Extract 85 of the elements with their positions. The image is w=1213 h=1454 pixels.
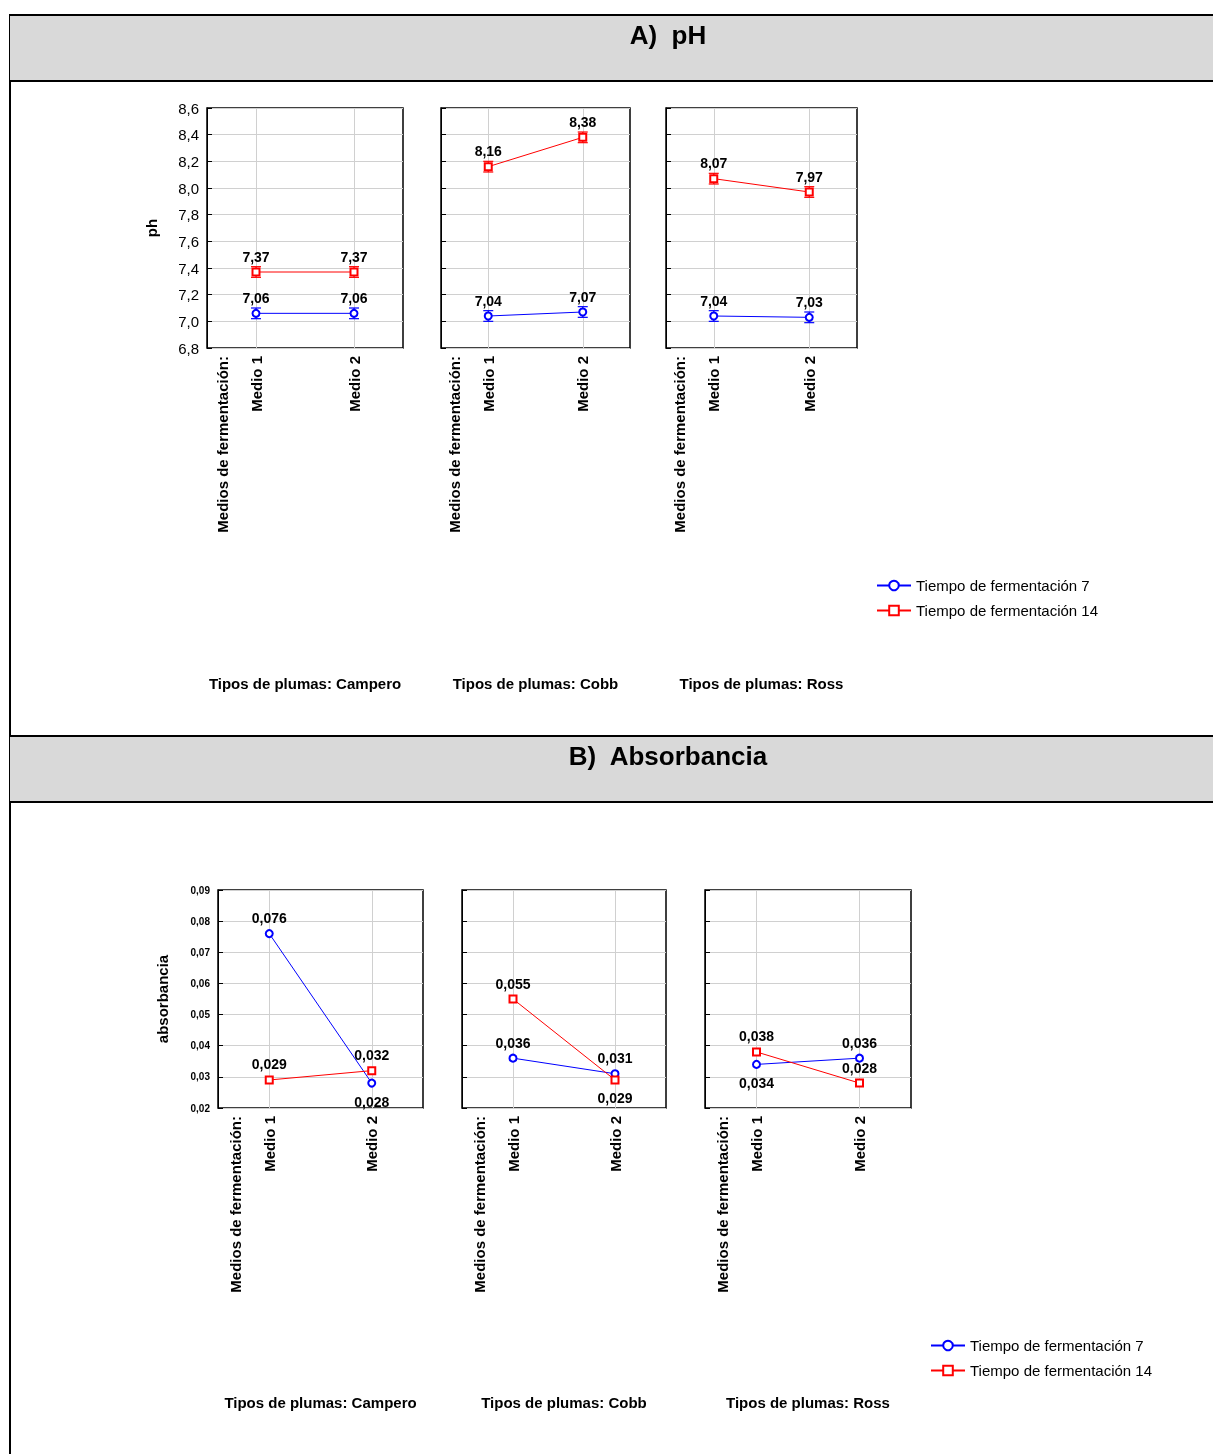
data-label: 8,38 (569, 113, 597, 130)
legend-label: Tiempo de fermentación 14 (916, 602, 1099, 619)
point (855, 1078, 864, 1088)
x-tick-label: Medio 1 (479, 356, 497, 412)
text: Medios de fermentación: (470, 1116, 488, 1293)
y-tick-label: 7,4 (178, 259, 199, 277)
x-tick-label: Medio 1 (748, 1116, 765, 1172)
text: Tipos de plumas: Campero (224, 1393, 417, 1411)
y-tick-label: 0,08 (190, 915, 211, 927)
data-label: 7,03 (795, 293, 824, 310)
x-tick-label: Medio 2 (606, 1116, 624, 1172)
data-label: 0,028 (841, 1059, 878, 1076)
y-tick-label: 8,2 (178, 152, 199, 170)
x-tick-label: Medio 2 (851, 1116, 868, 1172)
point (367, 1066, 377, 1076)
x-tick-label: Medio 1 (260, 1116, 278, 1172)
data-label: 7,06 (340, 289, 368, 306)
y-axis-title: absorbancia (154, 954, 171, 1044)
point (367, 1078, 377, 1088)
x-tick-label: Medio 1 (705, 356, 723, 412)
y-tick-label: 0,06 (190, 977, 211, 989)
data-label: 0,055 (495, 975, 531, 992)
y-tick-label: 6,8 (178, 339, 199, 357)
data-label: 8,07 (700, 155, 728, 172)
x-tick-label: Medio 2 (574, 356, 592, 412)
x-tick-label: Medio 1 (504, 1116, 522, 1172)
point (752, 1047, 761, 1057)
x-tick-label: Medio 2 (800, 356, 818, 412)
data-label: 7,07 (569, 288, 597, 305)
data-label: 7,06 (242, 289, 270, 306)
x-tick-label: Medio 2 (345, 356, 363, 412)
y-tick-label: 0,07 (190, 946, 211, 958)
chart-title: B) Absorbancia (568, 741, 768, 772)
x-tick-label: Medio 2 (363, 1116, 381, 1172)
point (855, 1053, 864, 1063)
data-label: 7,37 (242, 248, 270, 265)
point (264, 929, 274, 939)
y-tick-label: 0,09 (190, 884, 211, 896)
data-label: 7,04 (700, 292, 728, 309)
text: Medios de fermentación: (671, 356, 689, 533)
y-tick-label: 7,2 (178, 286, 199, 304)
point (508, 994, 518, 1004)
y-tick-label: 8,6 (178, 99, 199, 117)
x-tick-label: Medio 1 (247, 356, 265, 412)
data-label: 0,028 (354, 1093, 390, 1110)
text: Medios de fermentación: (714, 1116, 731, 1293)
data-label: 8,16 (474, 143, 503, 160)
legend-label: Tiempo de fermentación 7 (970, 1337, 1144, 1354)
point (610, 1075, 620, 1085)
point (264, 1075, 274, 1085)
data-label: 0,038 (738, 1028, 775, 1045)
data-label: 7,97 (795, 168, 824, 185)
text: Tipos de plumas: Ross (726, 1393, 890, 1411)
y-tick-label: 7,0 (178, 312, 199, 330)
text: Medios de fermentación: (213, 356, 231, 533)
y-tick-label: 0,02 (190, 1102, 211, 1114)
y-tick-label: 8,4 (178, 126, 199, 144)
data-label: 0,029 (597, 1090, 633, 1107)
data-label: 0,029 (251, 1056, 287, 1073)
text: Tipos de plumas: Ross (679, 674, 844, 692)
data-label: 0,076 (251, 910, 287, 927)
y-tick-label: 7,6 (178, 232, 199, 250)
data-label: 0,034 (738, 1074, 775, 1091)
y-axis-title: ph (143, 218, 160, 238)
data-label: 7,04 (474, 292, 503, 309)
y-tick-label: 0,05 (190, 1009, 211, 1021)
legend-label: Tiempo de fermentación 7 (916, 577, 1090, 594)
point (752, 1059, 761, 1069)
y-tick-label: 7,8 (178, 206, 199, 224)
data-label: 0,036 (495, 1034, 531, 1051)
y-tick-label: 0,03 (190, 1071, 211, 1083)
data-label: 0,036 (841, 1034, 878, 1051)
text: Tipos de plumas: Cobb (481, 1393, 647, 1411)
data-label: 0,032 (354, 1047, 390, 1064)
data-label: 7,37 (340, 248, 368, 265)
point (508, 1053, 518, 1063)
y-tick-label: 8,0 (178, 179, 199, 197)
chart-title: A) pH (629, 20, 707, 51)
text: Tipos de plumas: Campero (208, 674, 402, 692)
text: Medios de fermentación: (445, 356, 463, 533)
data-label: 0,031 (597, 1050, 633, 1067)
legend-label: Tiempo de fermentación 14 (970, 1362, 1153, 1379)
text: Medios de fermentación: (226, 1116, 244, 1293)
y-tick-label: 0,04 (190, 1040, 211, 1052)
text: Tipos de plumas: Cobb (452, 674, 619, 692)
